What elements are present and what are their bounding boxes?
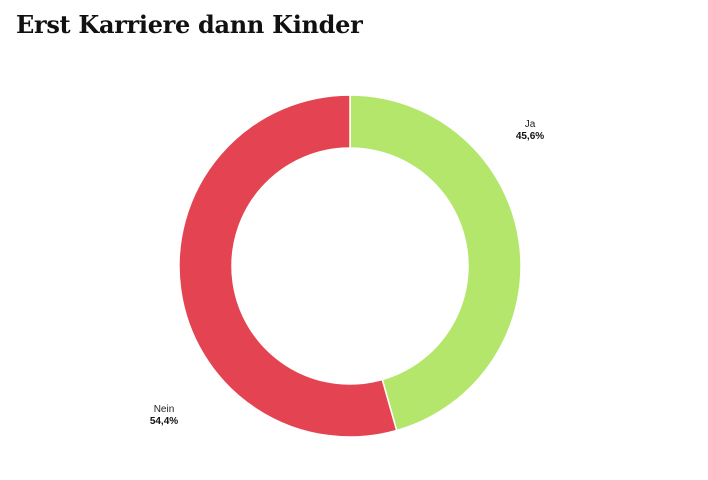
slice-nein[interactable] [178, 94, 398, 438]
chart-title: Erst Karriere dann Kinder [16, 10, 363, 39]
slice-ja[interactable] [349, 94, 522, 432]
slice-value-nein: 54,4% [150, 416, 178, 427]
slice-label-ja: Ja [525, 119, 536, 130]
slice-value-ja: 45,6% [516, 131, 544, 142]
slice-label-nein: Nein [154, 404, 175, 415]
donut-slices [178, 94, 522, 438]
